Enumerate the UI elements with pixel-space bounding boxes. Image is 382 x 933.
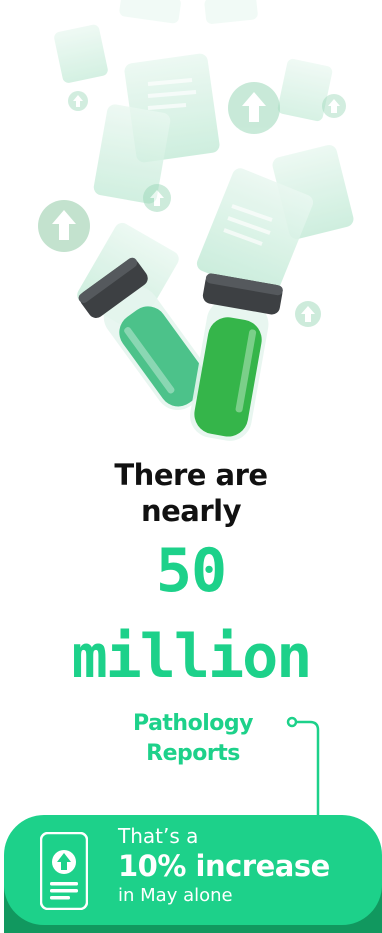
vial-icon xyxy=(78,257,211,411)
headline-line-2: nearly xyxy=(140,494,242,528)
stat-label-line-2: Reports xyxy=(146,741,240,766)
card-line-1: That’s a xyxy=(118,824,199,848)
upload-icon xyxy=(68,91,88,111)
upload-icon xyxy=(143,184,171,212)
upload-icon xyxy=(38,200,90,252)
document-icon xyxy=(277,58,333,122)
stat-label-line-1: Pathology xyxy=(133,711,253,736)
upload-icon xyxy=(295,301,321,327)
document-icon xyxy=(54,24,108,83)
document-icon xyxy=(119,0,258,24)
document-icon xyxy=(93,104,171,204)
card-line-2: 10% increase xyxy=(118,849,330,883)
stat-card: That’s a 10% increase in May alone xyxy=(4,815,382,925)
upload-icon xyxy=(228,82,280,134)
stat-unit: million xyxy=(71,622,313,692)
card-line-3: in May alone xyxy=(118,885,233,906)
hero-illustration xyxy=(0,0,382,450)
headline-line-1: There are xyxy=(114,458,268,492)
upload-icon xyxy=(322,94,346,118)
stat-label: Pathology Reports xyxy=(100,709,286,769)
card-text: That’s a 10% increase in May alone xyxy=(118,823,378,909)
headline: There are nearly xyxy=(0,457,382,529)
document-icon xyxy=(196,168,314,298)
vial-icon xyxy=(190,273,283,441)
stat-number: 50 xyxy=(155,536,227,606)
report-upload-icon xyxy=(40,832,88,910)
